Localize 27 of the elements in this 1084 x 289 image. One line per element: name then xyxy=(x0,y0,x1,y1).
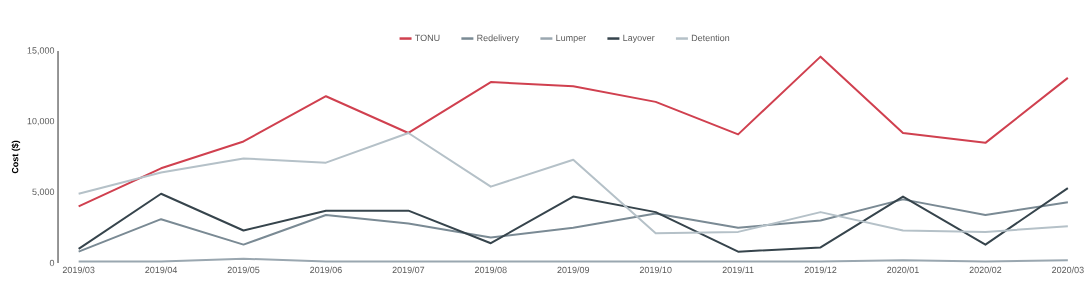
y-axis-title: Cost ($) xyxy=(11,140,21,174)
y-tick-label: 0 xyxy=(49,259,55,267)
x-tick-label: 2019/03 xyxy=(62,266,95,274)
line-series xyxy=(77,131,1069,235)
y-tick-label: 10,000 xyxy=(27,117,55,126)
x-tick-label: 2019/05 xyxy=(227,266,260,274)
x-tick-label: 2020/03 xyxy=(1052,266,1084,274)
x-tick-label: 2019/07 xyxy=(392,266,425,274)
x-tick-label: 2019/09 xyxy=(557,266,590,274)
x-tick-label: 2019/04 xyxy=(145,266,178,274)
line-series xyxy=(77,55,1069,208)
x-tick-label: 2020/01 xyxy=(887,266,919,274)
x-tick-label: 2019/11 xyxy=(722,266,754,274)
x-tick-label: 2019/10 xyxy=(639,266,672,274)
legend-label: Detention xyxy=(691,34,730,42)
x-tick-label: 2019/08 xyxy=(475,266,507,274)
x-tick-label: 2019/06 xyxy=(310,266,342,274)
line-series xyxy=(77,187,1069,253)
line-series xyxy=(77,198,1069,253)
legend-label: TONU xyxy=(415,34,440,42)
legend-label: Lumper xyxy=(556,34,587,43)
x-tick-label: 2020/02 xyxy=(969,266,1002,274)
y-tick-label: 15,000 xyxy=(27,47,55,55)
x-tick-label: 2019/12 xyxy=(804,266,837,274)
legend-label: Redelivery xyxy=(477,34,520,43)
y-tick-label: 5,000 xyxy=(32,188,55,197)
legend-label: Layover xyxy=(623,34,655,43)
